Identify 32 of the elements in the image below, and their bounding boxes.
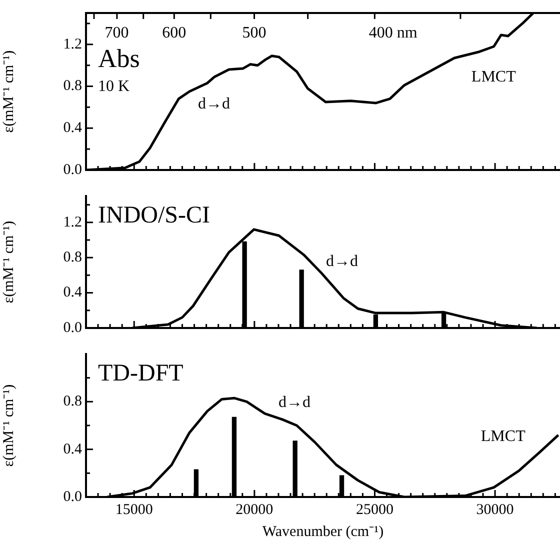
y-tick-label: 0.8	[63, 250, 82, 266]
y-tick-label: 0.4	[63, 284, 82, 301]
annotation: LMCT	[480, 428, 526, 446]
chart-title: INDO/S-CI	[98, 202, 210, 228]
y-tick-label: 0.0	[63, 162, 82, 178]
y-tick-label: 0.4	[63, 441, 82, 458]
x-axis-title: Wavenumber (cm⁻¹)	[262, 524, 384, 540]
annotation: 700	[104, 24, 129, 42]
chart-title: TD-DFT	[98, 360, 184, 386]
y-tick-label: 0.0	[63, 320, 82, 336]
annotation: 400 nm	[368, 24, 418, 42]
y-tick-label: 0.4	[63, 120, 82, 136]
annotation: 600	[162, 24, 186, 42]
annotation: d→d	[198, 95, 230, 112]
annotation: LMCT	[471, 68, 516, 86]
y-tick-label: 1.2	[63, 36, 82, 52]
y-axis-title: ε(mM⁻¹ cm⁻¹)	[0, 220, 17, 304]
text: Abs	[98, 44, 140, 73]
x-tick-label: 30000	[476, 502, 514, 518]
x-tick-label: 20000	[236, 502, 274, 518]
annotation: 500	[242, 24, 266, 42]
y-tick-label: 1.2	[63, 214, 82, 230]
y-axis-title: ε(mM⁻¹ cm⁻¹)	[0, 384, 17, 467]
annotation: d→d	[278, 394, 311, 411]
y-tick-label: 0.0	[63, 488, 82, 505]
y-tick-label: 0.8	[63, 394, 82, 410]
y-axis-title: ε(mM⁻¹ cm⁻¹)	[0, 50, 17, 133]
y-tick-label: 0.8	[63, 78, 82, 94]
text: 10 K	[98, 78, 130, 96]
x-tick-label: 25000	[356, 502, 394, 518]
annotation: d→d	[326, 253, 358, 270]
x-tick-label: 15000	[115, 502, 153, 518]
